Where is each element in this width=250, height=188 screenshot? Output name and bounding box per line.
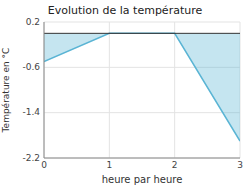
- area-line: [44, 33, 240, 141]
- area-fill: [44, 33, 240, 141]
- x-tick-label: 1: [106, 160, 112, 170]
- x-tick-label: 2: [172, 160, 178, 170]
- x-tick-label: 3: [237, 160, 243, 170]
- grid-line: [44, 158, 240, 159]
- y-tick-label: 0.2: [26, 17, 40, 27]
- y-tick-label: -2.2: [22, 153, 40, 163]
- plot-area: [44, 33, 240, 141]
- x-axis-line: [44, 158, 240, 159]
- y-tick-label: -1.4: [22, 107, 40, 117]
- grid: [44, 22, 240, 158]
- baseline: [44, 33, 240, 34]
- grid-line: [44, 112, 240, 113]
- grid-line: [44, 22, 45, 158]
- x-tick-label: 0: [41, 160, 47, 170]
- chart-container: 0.2 -0.6 -1.4 -2.20 1 2 3 Evolution de la tempé…: [0, 0, 250, 188]
- x-axis-label: heure par heure: [102, 174, 183, 185]
- y-axis-label: Température en °C: [1, 48, 11, 134]
- title: Evolution de la température: [48, 4, 203, 17]
- y-tick-label: -0.6: [22, 62, 40, 72]
- grid-line: [109, 22, 110, 158]
- chart: 0.2 -0.6 -1.4 -2.20 1 2 3 Evolution de la tempé…: [0, 0, 250, 188]
- grid-line: [174, 22, 175, 158]
- y-axis-line: [44, 22, 45, 158]
- grid-line: [44, 22, 240, 23]
- axes: 0.2 -0.6 -1.4 -2.20 1 2 3: [22, 17, 242, 171]
